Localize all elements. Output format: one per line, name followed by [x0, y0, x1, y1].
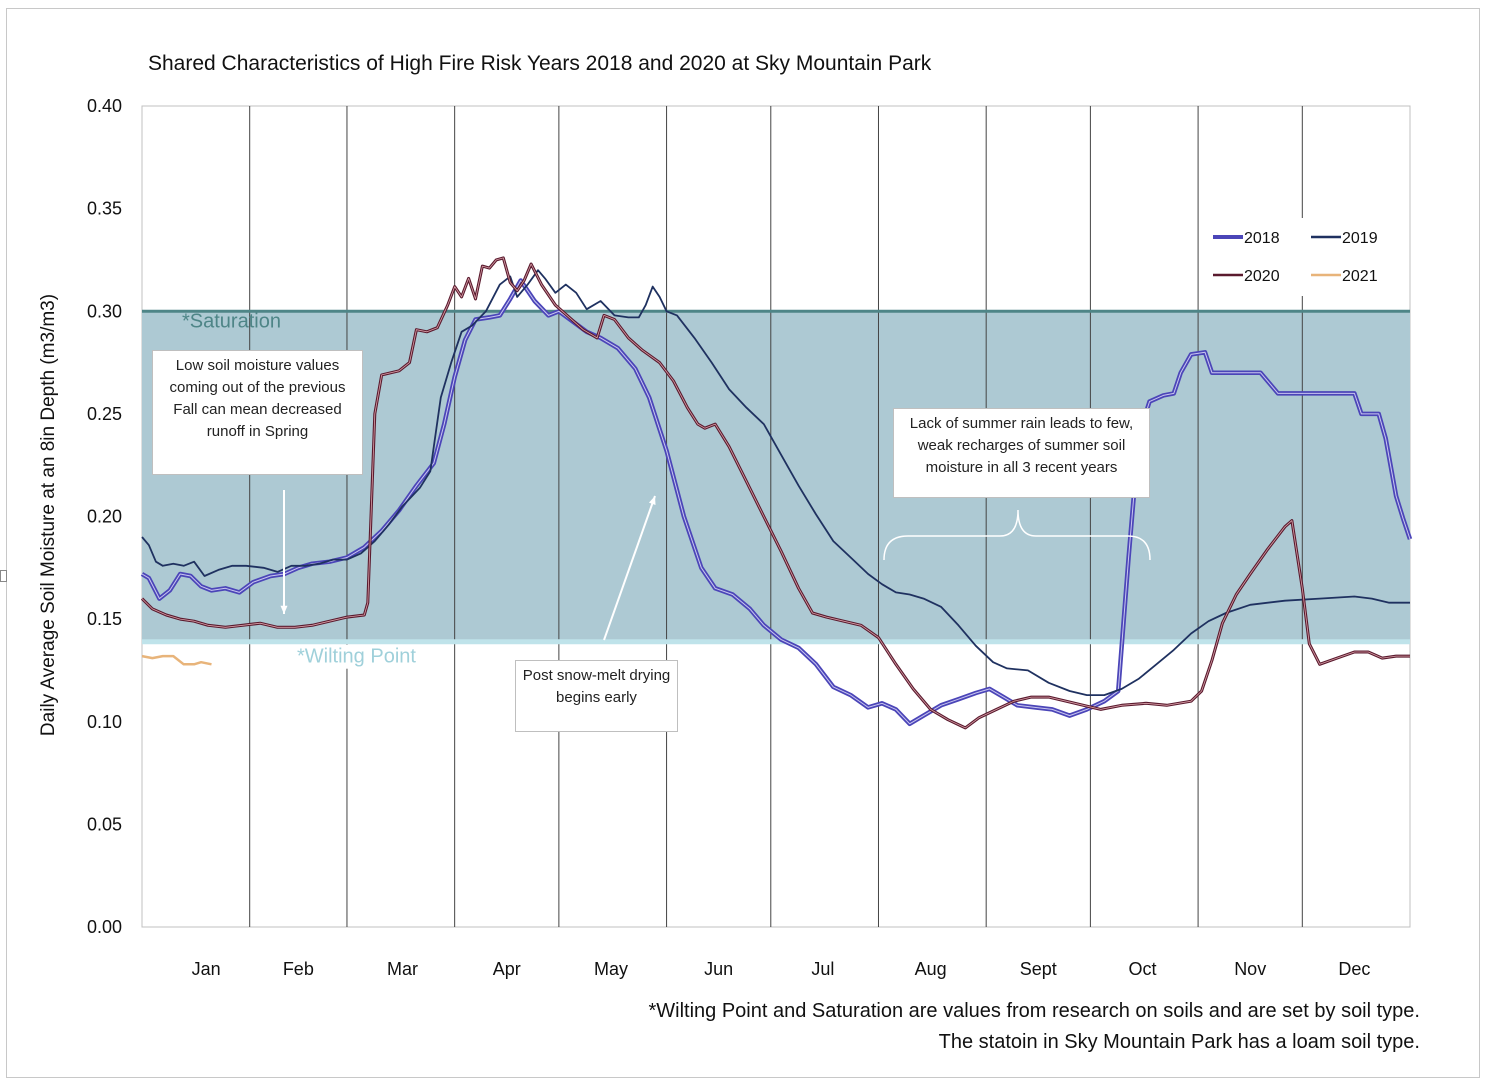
y-tick-label: 0.15: [87, 609, 122, 629]
x-tick-label: Jun: [704, 959, 733, 979]
annotation-low-soil-moisture: Low soil moisture values coming out of t…: [152, 350, 363, 475]
x-tick-label: Jan: [192, 959, 221, 979]
chart-title: Shared Characteristics of High Fire Risk…: [148, 52, 932, 75]
annotation-arrow-snow-melt-head: [648, 496, 656, 505]
saturation-label: *Saturation: [182, 310, 281, 332]
footnote-line-2: The statoin in Sky Mountain Park has a l…: [938, 1031, 1420, 1053]
summer-brace: [883, 509, 1151, 561]
x-tick-label: Nov: [1234, 959, 1266, 979]
footnote-line-1: *Wilting Point and Saturation are values…: [648, 1000, 1420, 1022]
y-axis-label: Daily Average Soil Moisture at an 8in De…: [38, 294, 59, 736]
wilting-label-bg: [288, 644, 444, 669]
y-tick-label: 0.35: [87, 199, 122, 219]
resize-handle[interactable]: [0, 570, 7, 582]
y-tick-label: 0.30: [87, 301, 122, 321]
annotation-lack-of-summer-rain: Lack of summer rain leads to few, weak r…: [893, 408, 1150, 498]
legend-label-2021: 2021: [1342, 268, 1378, 285]
legend-label-2018: 2018: [1244, 230, 1280, 247]
x-tick-label: Dec: [1338, 959, 1370, 979]
wilting-point-label: *Wilting Point: [297, 646, 416, 668]
x-tick-label: Aug: [915, 959, 947, 979]
annotation-post-snow-melt: Post snow-melt drying begins early: [515, 660, 678, 732]
legend-box: [1205, 218, 1403, 296]
x-tick-label: Jul: [811, 959, 834, 979]
x-tick-label: May: [594, 959, 628, 979]
y-tick-label: 0.25: [87, 404, 122, 424]
series-line-2021: [141, 654, 212, 666]
y-tick-label: 0.00: [87, 917, 122, 937]
series-line-2020-inner: [141, 257, 1410, 729]
y-tick-label: 0.40: [87, 96, 122, 116]
series-line-2019: [141, 269, 1410, 696]
y-tick-label: 0.05: [87, 814, 122, 834]
x-tick-label: Oct: [1128, 959, 1156, 979]
y-tick-label: 0.20: [87, 507, 122, 527]
annotation-arrow-low-moisture-head: [280, 605, 288, 614]
annotation-arrow-snow-melt: [603, 495, 656, 641]
y-tick-label: 0.10: [87, 712, 122, 732]
x-tick-label: Mar: [387, 959, 418, 979]
chart-frame: [6, 8, 1480, 1078]
x-tick-label: Apr: [493, 959, 521, 979]
legend-label-2019: 2019: [1342, 230, 1378, 247]
x-tick-label: Feb: [283, 959, 314, 979]
x-tick-label: Sept: [1020, 959, 1057, 979]
legend-label-2020: 2020: [1244, 268, 1280, 285]
